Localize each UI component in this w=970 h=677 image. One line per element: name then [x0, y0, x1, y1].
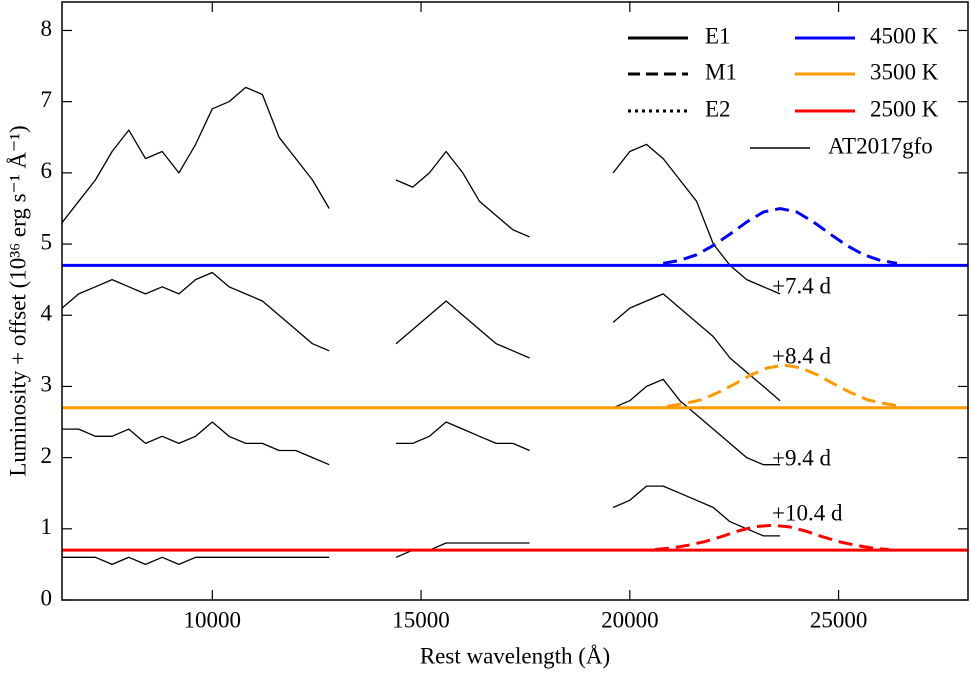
x-tick-label: 20000 [601, 607, 659, 632]
legend-label: E2 [705, 96, 731, 121]
x-axis-label: Rest wavelength (Å) [420, 643, 610, 668]
legend-label: 3500 K [870, 59, 939, 84]
spectrum-line [62, 271, 781, 402]
epoch-label: +7.4 d [772, 273, 831, 298]
epoch-label: +9.4 d [772, 445, 831, 470]
legend-label: M1 [705, 59, 737, 84]
y-tick-label: 7 [41, 87, 53, 112]
y-tick-label: 4 [41, 301, 53, 326]
legend-label: AT2017gfo [828, 133, 933, 158]
y-tick-label: 3 [41, 372, 53, 397]
x-tick-label: 15000 [392, 607, 450, 632]
y-tick-label: 0 [41, 585, 53, 610]
y-tick-label: 8 [41, 16, 53, 41]
x-tick-label: 25000 [810, 607, 868, 632]
spectrum-line [62, 485, 781, 566]
y-tick-label: 1 [41, 514, 53, 539]
model-line [654, 523, 889, 551]
epoch-label: +10.4 d [772, 500, 843, 525]
model-line [667, 363, 902, 408]
epoch-label: +8.4 d [772, 343, 831, 368]
y-tick-label: 5 [41, 229, 53, 254]
plot-area [62, 86, 968, 566]
y-axis-label: Luminosity + offset (10³⁶ erg s⁻¹ Å⁻¹) [5, 125, 30, 476]
legend-label: E1 [705, 23, 731, 48]
model-line [662, 206, 898, 265]
y-tick-label: 2 [41, 443, 53, 468]
legend-label: 2500 K [870, 96, 939, 121]
spectrum-line [62, 378, 781, 466]
x-tick-label: 10000 [184, 607, 242, 632]
y-tick-label: 6 [41, 158, 53, 183]
axes-frame [61, 1, 969, 601]
spectrum-line [62, 86, 781, 295]
legend-label: 4500 K [870, 23, 939, 48]
